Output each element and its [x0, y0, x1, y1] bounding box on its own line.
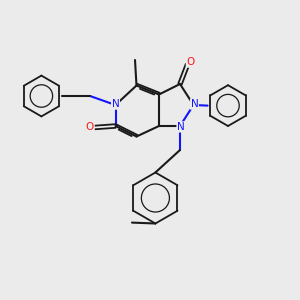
Text: O: O [86, 122, 94, 132]
Text: N: N [177, 122, 185, 132]
Text: O: O [186, 57, 195, 67]
Text: N: N [190, 99, 198, 109]
Text: N: N [112, 99, 119, 109]
